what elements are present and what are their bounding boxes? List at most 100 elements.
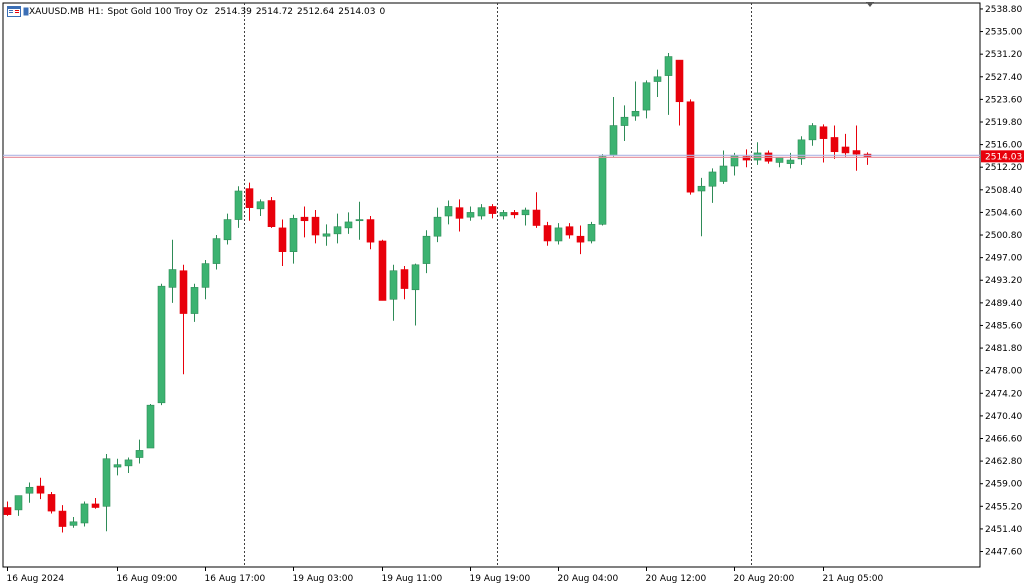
candle-body [775, 157, 784, 163]
candle-body [642, 82, 651, 111]
volume-value: 0 [379, 7, 386, 17]
candle [697, 177, 706, 237]
candle [819, 124, 828, 163]
candle-body [521, 209, 530, 216]
candle-body [256, 201, 265, 210]
candle-body [135, 450, 144, 458]
candle-body [455, 207, 464, 219]
y-tick-label: 2500.80 [985, 231, 1022, 241]
x-tick-label: 19 Aug 03:00 [293, 574, 354, 584]
close-value: 2514.03 [338, 7, 376, 17]
x-tick-label: 16 Aug 2024 [7, 574, 65, 584]
candle [411, 263, 420, 326]
candle [91, 497, 100, 509]
candle [69, 517, 78, 528]
candle [742, 149, 751, 168]
candle [234, 186, 243, 228]
time-axis[interactable]: 16 Aug 2024 16 Aug 09:00 16 Aug 17:00 19 Au… [7, 567, 884, 584]
candle [808, 123, 817, 146]
candle [355, 201, 364, 240]
candle-body [786, 159, 795, 164]
candle [25, 482, 34, 503]
candle-body [631, 110, 640, 117]
candle-body [742, 156, 751, 161]
candle [753, 142, 762, 165]
candle-body [267, 200, 276, 227]
candle [400, 265, 409, 300]
candle-body [245, 188, 254, 208]
candle-body [146, 404, 155, 449]
candle-body [91, 503, 100, 508]
candle [466, 206, 475, 221]
candle-body [102, 458, 111, 507]
timeframe-icon [23, 7, 29, 16]
y-tick-label: 2455.20 [985, 502, 1022, 512]
chart-legend: XAUUSD.MB H1: Spot Gold 100 Troy Oz 2514.39… [29, 7, 389, 17]
y-tick-label: 2497.00 [985, 254, 1022, 264]
symbol-name: XAUUSD.MB [29, 7, 84, 17]
current-price-label: 2514.03 [985, 152, 1022, 162]
candle [797, 136, 806, 165]
candle [378, 239, 387, 301]
candle-body [708, 171, 717, 187]
x-tick-label: 16 Aug 17:00 [205, 574, 266, 584]
candle-body [466, 212, 475, 218]
candle-body [289, 218, 298, 252]
candle [433, 207, 442, 243]
candle [102, 453, 111, 532]
candle [256, 199, 265, 216]
open-value: 2514.39 [214, 7, 252, 17]
candle-body [565, 226, 574, 236]
candle-body [47, 494, 56, 512]
candle-body [422, 235, 431, 264]
candle-body [355, 219, 364, 222]
candle-body [808, 125, 817, 141]
candle [333, 213, 342, 244]
candle-body [322, 233, 331, 237]
candle-body [25, 486, 34, 494]
y-tick-label: 2519.80 [985, 118, 1022, 128]
y-tick-label: 2478.00 [985, 367, 1022, 377]
y-tick-label: 2459.00 [985, 480, 1022, 490]
dropdown-arrow-icon[interactable] [866, 2, 874, 8]
current-price-line [3, 154, 980, 158]
candle-body [433, 216, 442, 237]
price-axis[interactable]: 2538.80 2535.00 2531.20 2527.40 2523.60 2519.… [980, 5, 1024, 558]
candle-body [664, 56, 673, 76]
candle [212, 235, 221, 270]
candle-body [157, 285, 166, 404]
candle-body [532, 209, 541, 226]
candle-body [620, 116, 629, 126]
candle [124, 457, 133, 473]
y-tick-label: 2462.80 [985, 457, 1022, 467]
candle [267, 196, 276, 228]
y-tick-label: 2485.60 [985, 321, 1022, 331]
y-tick-label: 2504.60 [985, 208, 1022, 218]
chart-plot-area[interactable] [2, 2, 981, 568]
x-tick-label: 20 Aug 04:00 [558, 574, 619, 584]
y-tick-label: 2493.20 [985, 276, 1022, 286]
candle [510, 210, 519, 219]
candle-body [14, 495, 23, 511]
candle-body [830, 137, 839, 153]
candle [344, 212, 353, 234]
candle [488, 204, 497, 219]
timeframe-label: H1: [87, 7, 104, 17]
candle [47, 492, 56, 514]
y-tick-label: 2508.40 [985, 186, 1022, 196]
y-tick-label: 2489.40 [985, 299, 1022, 309]
candle [113, 458, 122, 476]
candle-body [543, 225, 552, 242]
candle [642, 80, 651, 119]
symbol-icon[interactable] [7, 6, 21, 17]
symbol-description: Spot Gold 100 Troy Oz [107, 7, 208, 17]
candle [477, 204, 486, 220]
candle-body [411, 264, 420, 291]
x-tick-label: 20 Aug 12:00 [646, 574, 707, 584]
current-price-badge [981, 150, 1024, 163]
candle-body [3, 507, 12, 515]
candle [554, 223, 563, 245]
candle-body [753, 152, 762, 161]
candle [300, 206, 309, 238]
